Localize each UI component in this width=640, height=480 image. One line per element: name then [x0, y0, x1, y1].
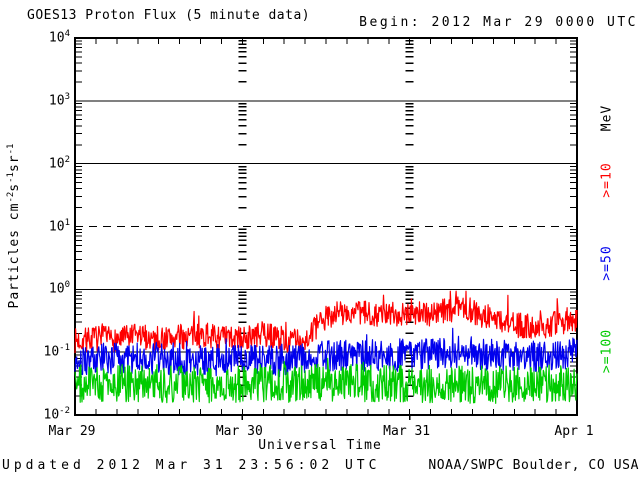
- flux-trace-gtegte50: [74, 327, 578, 378]
- x-axis-tick-label: Mar 31: [383, 424, 431, 439]
- series-label-protons_gte_50MeV: >=50: [599, 245, 615, 281]
- y-axis-tick-label: 103: [48, 91, 70, 109]
- x-axis-tick-label: Apr 1: [554, 424, 594, 439]
- y-axis-tick-label: 10-2: [43, 406, 71, 423]
- x-axis-title: Universal Time: [258, 438, 382, 453]
- chart-title: GOES13 Proton Flux (5 minute data): [27, 8, 311, 23]
- y-axis-tick-label: 101: [48, 217, 70, 234]
- y-axis-tick-label: 10-1: [43, 343, 71, 360]
- series-label-protons_gte_100MeV: >=100: [599, 328, 615, 374]
- y-axis-title: Particles cm-2s-1sr-1: [5, 143, 23, 309]
- series-label-protons_gte_10MeV: >=10: [599, 162, 615, 198]
- mev-axis-header: MeV: [599, 104, 615, 132]
- flux-trace-gtegte100: [74, 357, 578, 404]
- flux-trace-gtegte10: [74, 290, 578, 354]
- attribution: NOAA/SWPC Boulder, CO USA: [428, 458, 639, 473]
- y-axis-tick-label: 104: [48, 29, 70, 46]
- x-axis-tick-label: Mar 29: [48, 424, 96, 439]
- x-axis-tick-label: Mar 30: [215, 424, 263, 439]
- begin-timestamp: Begin: 2012 Mar 29 0000 UTC: [359, 15, 638, 30]
- updated-timestamp: Updated 2012 Mar 31 23:56:02 UTC: [2, 458, 381, 473]
- y-axis-tick-label: 100: [48, 280, 70, 297]
- y-axis-tick-label: 102: [48, 154, 70, 171]
